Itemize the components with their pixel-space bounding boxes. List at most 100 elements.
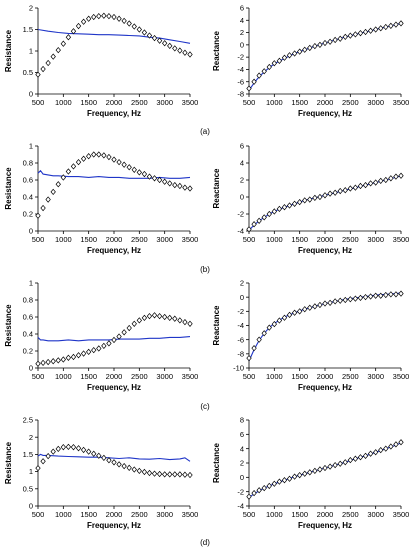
predicted-point — [91, 13, 97, 21]
predicted-point — [182, 471, 188, 478]
predicted-point — [291, 309, 298, 316]
x-tick-label: 3500 — [182, 510, 199, 519]
predicted-point — [156, 176, 163, 184]
predicted-point — [246, 226, 252, 233]
predicted-point — [357, 454, 364, 461]
x-tick-label: 2000 — [317, 235, 334, 244]
y-axis-title: Reactance — [212, 168, 221, 209]
predicted-point — [357, 294, 364, 302]
x-tick-label: 1500 — [291, 235, 308, 244]
x-axis-title: Frequency, Hz — [298, 246, 352, 255]
x-tick-label: 3500 — [393, 98, 410, 107]
y-tick-label: 2 — [240, 279, 244, 288]
panel-label: (c) — [200, 402, 210, 411]
predicted-point — [393, 173, 399, 180]
y-tick-label: 6 — [240, 430, 244, 439]
x-tick-label: 1500 — [80, 510, 97, 519]
y-tick-label: -4 — [237, 65, 244, 74]
predicted-point — [398, 439, 404, 446]
measured-series-line — [248, 22, 402, 91]
predicted-point — [362, 452, 369, 459]
predicted-point — [55, 46, 61, 54]
predicted-point — [276, 57, 283, 64]
predicted-point — [302, 46, 308, 53]
predicted-point — [286, 52, 293, 59]
predicted-point — [75, 22, 82, 30]
y-tick-label: 2 — [240, 28, 244, 37]
x-tick-label: 3000 — [367, 98, 384, 107]
predicted-point — [116, 15, 122, 22]
predicted-point — [65, 354, 72, 361]
predicted-point — [65, 168, 72, 175]
y-tick-label: 0.4 — [23, 330, 33, 339]
predicted-point — [383, 291, 389, 299]
predicted-point — [86, 448, 92, 455]
y-tick-label: 1 — [29, 47, 33, 56]
predicted-point — [322, 39, 328, 47]
predicted-point — [367, 293, 374, 300]
predicted-point — [378, 292, 384, 299]
x-tick-label: 2500 — [131, 98, 148, 107]
predicted-point — [50, 53, 56, 60]
x-tick-label: 1000 — [266, 372, 283, 381]
y-tick-label: 2.5 — [23, 416, 33, 425]
predicted-point — [281, 314, 288, 321]
predicted-point — [182, 184, 188, 191]
y-tick-label: 0 — [29, 502, 33, 511]
predicted-point — [322, 464, 328, 472]
predicted-point — [177, 471, 183, 478]
predicted-point — [317, 466, 323, 473]
predicted-point — [332, 189, 338, 196]
predicted-point — [271, 208, 277, 215]
predicted-point — [261, 484, 267, 492]
y-tick-label: -4 — [237, 321, 244, 330]
predicted-point — [182, 49, 188, 56]
y-tick-label: 0 — [240, 473, 244, 482]
predicted-point — [156, 470, 163, 478]
y-tick-label: 1 — [29, 142, 33, 151]
x-axis-title: Frequency, Hz — [298, 521, 352, 530]
y-tick-label: 4 — [240, 159, 244, 168]
x-tick-label: 1500 — [80, 98, 97, 107]
predicted-point — [337, 35, 343, 42]
predicted-point — [256, 487, 262, 494]
y-axis-title: Resistance — [4, 304, 13, 347]
predicted-point — [261, 68, 267, 75]
x-tick-label: 1500 — [80, 372, 97, 381]
predicted-point — [271, 60, 277, 67]
predicted-point — [156, 37, 163, 44]
predicted-point — [162, 471, 168, 478]
predicted-point — [60, 174, 66, 181]
predicted-point — [352, 295, 359, 302]
predicted-point — [337, 187, 343, 195]
x-tick-label: 1000 — [55, 510, 72, 519]
predicted-point — [141, 29, 148, 36]
y-tick-label: 2 — [240, 176, 244, 185]
predicted-point — [101, 454, 107, 461]
predicted-point — [276, 478, 283, 485]
predicted-point — [352, 31, 359, 38]
panel-label: (d) — [200, 538, 210, 547]
predicted-point — [362, 28, 369, 36]
y-tick-label: 6 — [240, 142, 244, 151]
x-axis-title: Frequency, Hz — [87, 246, 141, 255]
predicted-point — [312, 303, 318, 310]
x-axis-title: Frequency, Hz — [87, 109, 141, 118]
x-tick-label: 1500 — [80, 235, 97, 244]
chart-1-reactance: -8 -6 -4 -2 0 2 4 6 500 1000 1500 2000 2500 3000 3500 F… — [212, 4, 409, 118]
predicted-point — [378, 446, 384, 454]
predicted-point — [70, 444, 77, 451]
measured-series-line — [248, 175, 402, 231]
x-tick-label: 1500 — [291, 510, 308, 519]
predicted-point — [167, 42, 173, 49]
predicted-point — [266, 210, 272, 218]
x-tick-label: 2000 — [106, 372, 123, 381]
predicted-point — [60, 356, 66, 363]
y-tick-label: 0 — [240, 40, 244, 49]
predicted-point — [40, 65, 46, 73]
y-tick-label: -8 — [237, 90, 244, 99]
predicted-point — [121, 329, 127, 336]
predicted-point — [367, 180, 374, 187]
predicted-point — [80, 446, 87, 454]
predicted-point — [266, 63, 272, 71]
